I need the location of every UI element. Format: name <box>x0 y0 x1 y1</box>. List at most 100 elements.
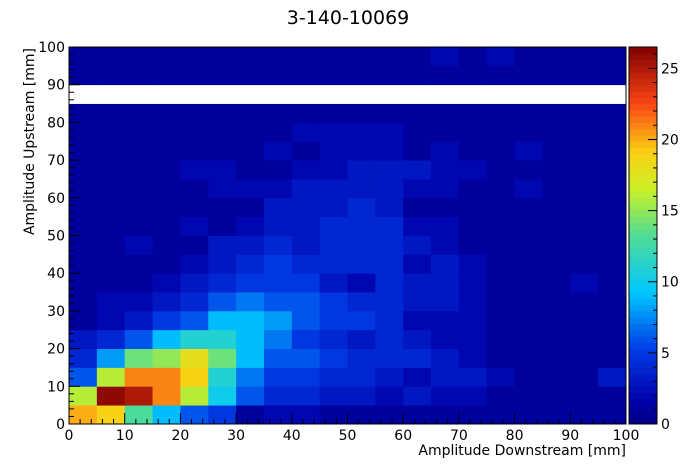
heatmap-cell <box>208 160 237 180</box>
heatmap-cell <box>236 273 265 293</box>
heatmap-cell <box>319 329 348 349</box>
heatmap-cell <box>458 178 488 199</box>
heatmap-cell <box>431 178 460 199</box>
x-tick-label: 30 <box>227 428 245 444</box>
heatmap-cell <box>69 122 98 142</box>
color-scale-segment <box>629 411 657 419</box>
y-tick-label: 50 <box>47 229 65 245</box>
heatmap-cell <box>124 329 153 349</box>
heatmap-cell <box>208 386 237 406</box>
heatmap-cell <box>152 103 181 123</box>
heatmap-cell <box>514 141 543 161</box>
heatmap-cell <box>570 235 599 255</box>
heatmap-cell <box>375 254 404 274</box>
heatmap-cell <box>69 235 98 255</box>
color-scale-segment <box>629 84 657 92</box>
heatmap-cell <box>291 160 321 180</box>
heatmap-cell <box>514 178 543 199</box>
heatmap-cell <box>458 386 488 406</box>
heatmap-cell <box>347 122 376 142</box>
heatmap-cell <box>124 292 153 312</box>
heatmap-cell <box>291 197 321 218</box>
heatmap-cell <box>375 405 404 425</box>
x-axis-title: Amplitude Downstream [mm] <box>418 443 626 459</box>
heatmap-cell <box>96 329 126 349</box>
heatmap-cell <box>69 84 98 104</box>
chart-title: 3-140-10069 <box>287 7 410 29</box>
heatmap-cell <box>236 254 265 274</box>
color-scale-segment <box>629 317 657 324</box>
heatmap-cell <box>486 65 515 86</box>
heatmap-cell <box>486 292 515 312</box>
x-tick-label: 80 <box>506 428 524 444</box>
heatmap-cell <box>514 160 543 180</box>
x-tick-label: 70 <box>450 428 468 444</box>
heatmap-cell <box>375 160 404 180</box>
heatmap-cell <box>236 197 265 218</box>
heatmap-cell <box>542 273 571 293</box>
heatmap-cell <box>458 235 488 255</box>
heatmap-cell <box>570 47 599 67</box>
heatmap-cell <box>124 254 153 274</box>
heatmap-cell <box>208 141 237 161</box>
heatmap-cell <box>263 141 293 161</box>
heatmap-cell <box>542 178 571 199</box>
color-scale-segment <box>629 298 657 306</box>
x-axis: 0 10 20 30 40 50 60 70 80 90 100 <box>65 413 640 444</box>
color-scale-segment <box>629 216 657 224</box>
color-scale-segment <box>629 354 657 362</box>
heatmap-cell <box>542 141 571 161</box>
heatmap-cell <box>236 47 265 67</box>
heatmap-cell <box>347 103 376 123</box>
heatmap-cell <box>431 405 460 425</box>
y-tick-label: 10 <box>47 379 65 395</box>
heatmap-cell <box>236 329 265 349</box>
heatmap-cell <box>124 367 153 387</box>
heatmap-cell <box>375 367 404 387</box>
color-scale-label: 15 <box>661 204 679 220</box>
heatmap-cell <box>458 292 488 312</box>
color-scale-segment <box>629 153 657 161</box>
heatmap-cell <box>486 197 515 218</box>
color-scale-label: 20 <box>661 132 679 148</box>
heatmap-cell <box>124 84 153 104</box>
heatmap-cell <box>458 47 488 67</box>
heatmap-cell <box>514 84 543 104</box>
heatmap-cell <box>319 367 348 387</box>
heatmap-cell <box>180 348 209 368</box>
heatmap-cell <box>319 141 348 161</box>
heatmap-cell <box>570 65 599 86</box>
color-scale-segment <box>629 197 657 205</box>
heatmap-cell <box>598 273 627 293</box>
heatmap-cell <box>263 103 293 123</box>
heatmap-cell <box>96 273 126 293</box>
heatmap-cell <box>291 235 321 255</box>
heatmap-cell <box>514 273 543 293</box>
x-tick-label: 100 <box>613 428 640 444</box>
heatmap-cell <box>375 197 404 218</box>
heatmap-cell <box>319 103 348 123</box>
heatmap-cell <box>570 103 599 123</box>
x-tick-label: 0 <box>65 428 74 444</box>
heatmap-cell <box>69 178 98 199</box>
heatmap-cell <box>598 178 627 199</box>
heatmap-cell <box>598 65 627 86</box>
heatmap-cell <box>598 235 627 255</box>
heatmap-cell <box>124 47 153 67</box>
heatmap-cell <box>319 122 348 142</box>
color-scale-segment <box>629 128 657 136</box>
heatmap-cell <box>347 386 376 406</box>
color-scale-segment <box>629 241 657 249</box>
heatmap-cell <box>542 292 571 312</box>
heatmap-cell <box>208 348 237 368</box>
heatmap-cell <box>458 310 488 331</box>
heatmap-cell <box>570 160 599 180</box>
heatmap-cell <box>291 122 321 142</box>
heatmap-cell <box>124 197 153 218</box>
heatmap-cell <box>458 65 488 86</box>
heatmap-cell <box>403 65 432 86</box>
heatmap-cell <box>347 329 376 349</box>
y-tick-label: 60 <box>47 191 65 207</box>
heatmap-cell <box>263 160 293 180</box>
heatmap-cell <box>236 292 265 312</box>
